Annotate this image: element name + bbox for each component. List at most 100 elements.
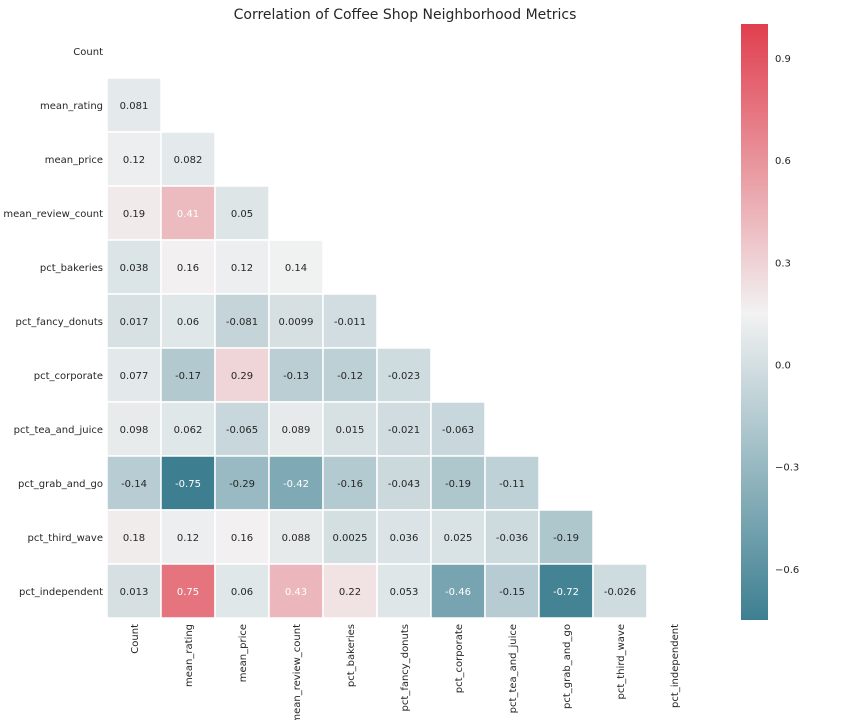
heatmap-cell bbox=[106, 509, 162, 565]
cell-value-label: 0.16 bbox=[177, 263, 199, 274]
cell-value-label: -0.065 bbox=[226, 425, 258, 436]
heatmap-cell bbox=[322, 347, 378, 403]
cell-value-label: -0.043 bbox=[388, 479, 420, 490]
row-label: pct_corporate bbox=[34, 371, 103, 382]
heatmap-cell bbox=[592, 563, 648, 619]
cell-value-label: 0.017 bbox=[120, 317, 149, 328]
cell-value-label: -0.13 bbox=[283, 371, 309, 382]
cell-value-label: 0.12 bbox=[177, 533, 199, 544]
cell-value-label: 0.098 bbox=[120, 425, 149, 436]
heatmap-cell bbox=[160, 401, 216, 457]
column-label: pct_corporate bbox=[454, 624, 465, 693]
row-label: pct_tea_and_juice bbox=[14, 425, 103, 436]
heatmap-cell bbox=[106, 563, 162, 619]
cell-value-label: 0.025 bbox=[444, 533, 473, 544]
cell-value-label: 0.077 bbox=[120, 371, 149, 382]
cell-value-label: 0.12 bbox=[231, 263, 253, 274]
row-label: pct_third_wave bbox=[28, 533, 103, 544]
colorbar-tick-label: 0.9 bbox=[775, 54, 791, 65]
cell-value-label: 0.013 bbox=[120, 587, 149, 598]
row-label: pct_fancy_donuts bbox=[16, 317, 103, 328]
heatmap-cell bbox=[430, 401, 486, 457]
heatmap-cell bbox=[214, 185, 270, 241]
colorbar-tick-label: 0.3 bbox=[775, 258, 791, 269]
cell-value-label: 0.0025 bbox=[333, 533, 368, 544]
cell-value-label: -0.42 bbox=[283, 479, 309, 490]
heatmap-cell bbox=[214, 347, 270, 403]
colorbar-tick-label: 0.0 bbox=[775, 361, 791, 372]
column-label: pct_grab_and_go bbox=[562, 624, 573, 709]
cell-value-label: 0.41 bbox=[177, 209, 199, 220]
colorbar-tick-label: 0.6 bbox=[775, 156, 791, 167]
cell-value-label: -0.026 bbox=[604, 587, 636, 598]
heatmap-cell bbox=[376, 347, 432, 403]
column-label: pct_fancy_donuts bbox=[400, 624, 411, 711]
column-label: pct_third_wave bbox=[616, 624, 627, 699]
heatmap-cell bbox=[106, 455, 162, 511]
cell-value-label: -0.063 bbox=[442, 425, 474, 436]
row-label: pct_independent bbox=[19, 587, 103, 598]
cell-value-label: -0.023 bbox=[388, 371, 420, 382]
cell-value-label: 0.06 bbox=[177, 317, 199, 328]
cell-value-label: 0.081 bbox=[120, 101, 149, 112]
cell-value-label: 0.015 bbox=[336, 425, 365, 436]
cell-value-label: -0.17 bbox=[175, 371, 201, 382]
row-label: mean_rating bbox=[40, 101, 103, 112]
cell-value-label: -0.036 bbox=[496, 533, 528, 544]
column-label: Count bbox=[130, 624, 141, 654]
column-label: pct_tea_and_juice bbox=[508, 624, 519, 713]
cell-value-label: 0.12 bbox=[123, 155, 145, 166]
cell-value-label: 0.19 bbox=[123, 209, 145, 220]
cell-value-label: 0.036 bbox=[390, 533, 419, 544]
column-label: mean_rating bbox=[184, 624, 195, 687]
cell-value-label: -0.081 bbox=[226, 317, 258, 328]
heatmap-cell bbox=[160, 563, 216, 619]
row-labels: Count mean_rating mean_price mean_review_co… bbox=[3, 47, 103, 598]
cell-value-label: 0.75 bbox=[177, 587, 199, 598]
column-label: pct_bakeries bbox=[346, 624, 357, 687]
column-label: mean_price bbox=[238, 624, 249, 682]
row-label: mean_price bbox=[45, 155, 103, 166]
cell-value-label: -0.14 bbox=[121, 479, 147, 490]
colorbar-tick-label: −0.6 bbox=[775, 565, 799, 576]
cell-value-label: 0.089 bbox=[282, 425, 311, 436]
row-label: mean_review_count bbox=[3, 209, 103, 220]
cell-value-label: -0.021 bbox=[388, 425, 420, 436]
cell-value-label: -0.72 bbox=[553, 587, 579, 598]
heatmap-cell bbox=[160, 347, 216, 403]
cell-value-label: 0.082 bbox=[174, 155, 203, 166]
cell-value-label: -0.12 bbox=[337, 371, 363, 382]
heatmap-cell bbox=[160, 239, 216, 295]
heatmap-cell bbox=[376, 563, 432, 619]
cell-value-label: -0.16 bbox=[337, 479, 363, 490]
cell-value-label: 0.038 bbox=[120, 263, 149, 274]
heatmap-cell bbox=[268, 347, 324, 403]
heatmap-cell bbox=[538, 563, 594, 619]
cell-value-label: 0.22 bbox=[339, 587, 361, 598]
heatmap-cells: 0.081 0.12 0.082 0.19 0.41 0.05 0.038 0.16 0.12 0… bbox=[106, 77, 648, 619]
heatmap-cell bbox=[538, 509, 594, 565]
heatmap-cell bbox=[322, 563, 378, 619]
cell-value-label: -0.011 bbox=[334, 317, 366, 328]
row-label: pct_bakeries bbox=[40, 263, 103, 274]
cell-value-label: 0.18 bbox=[123, 533, 145, 544]
heatmap-cell bbox=[160, 293, 216, 349]
colorbar-tick-label: −0.3 bbox=[775, 463, 799, 474]
cell-value-label: -0.19 bbox=[445, 479, 471, 490]
column-label: pct_independent bbox=[670, 624, 681, 708]
cell-value-label: 0.05 bbox=[231, 209, 253, 220]
cell-value-label: 0.14 bbox=[285, 263, 307, 274]
cell-value-label: 0.088 bbox=[282, 533, 311, 544]
heatmap-cell bbox=[214, 563, 270, 619]
cell-value-label: 0.0099 bbox=[279, 317, 314, 328]
cell-value-label: 0.053 bbox=[390, 587, 419, 598]
row-label: pct_grab_and_go bbox=[18, 479, 103, 490]
cell-value-label: 0.06 bbox=[231, 587, 253, 598]
heatmap-cell bbox=[214, 455, 270, 511]
cell-value-label: -0.75 bbox=[175, 479, 201, 490]
heatmap-cell bbox=[106, 401, 162, 457]
heatmap-cell bbox=[376, 509, 432, 565]
cell-value-label: -0.11 bbox=[499, 479, 525, 490]
cell-value-label: 0.16 bbox=[231, 533, 253, 544]
